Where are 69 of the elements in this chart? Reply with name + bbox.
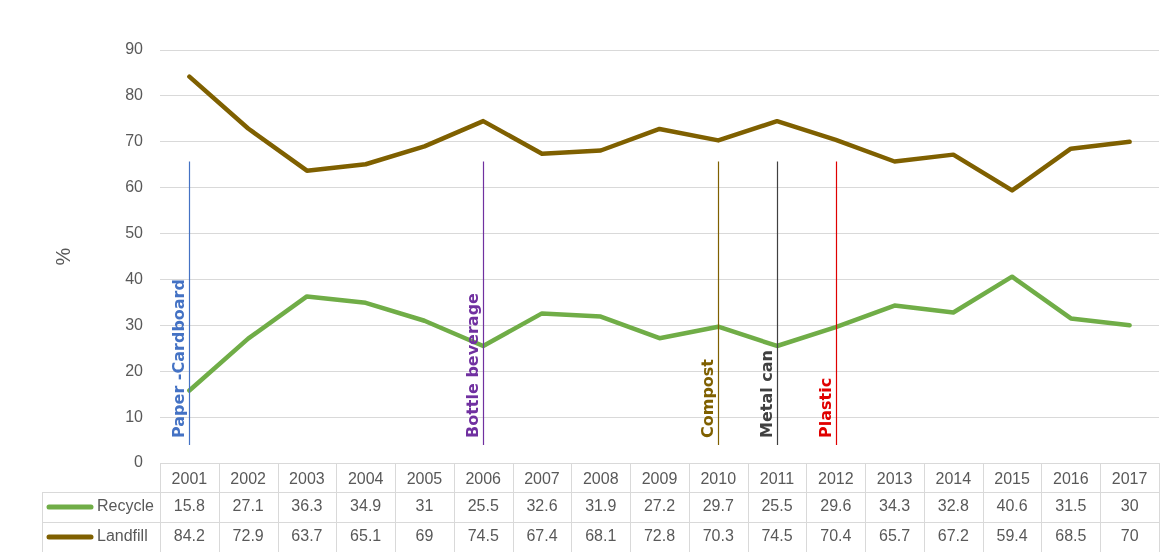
data-label: 32.8 [937, 497, 969, 515]
legend-label: Recycle [97, 497, 155, 515]
x-tick-label: 2016 [1053, 470, 1089, 488]
data-label: 67.2 [937, 527, 969, 545]
data-label: 40.6 [996, 497, 1028, 515]
data-label: 32.6 [526, 497, 558, 515]
data-label: 74.5 [467, 527, 499, 545]
data-label: 59.4 [996, 527, 1028, 545]
x-tick-label: 2017 [1111, 470, 1148, 488]
data-label: 30 [1120, 497, 1139, 515]
y-tick-label: 30 [125, 315, 144, 333]
data-label: 15.8 [173, 497, 206, 515]
x-tick-label: 2005 [406, 470, 443, 488]
data-label: 25.5 [467, 497, 499, 515]
data-label: 70.4 [820, 527, 852, 545]
data-label: 72.9 [232, 527, 264, 545]
ref-line-label: Bottle beverage [462, 292, 482, 438]
data-label: 34.9 [350, 497, 382, 515]
y-tick-label: 70 [125, 132, 144, 150]
data-label: 70.3 [702, 527, 734, 545]
x-tick-label: 2012 [818, 470, 854, 488]
x-tick-label: 2014 [935, 470, 972, 488]
data-label: 29.7 [702, 497, 734, 515]
data-label: 69 [415, 527, 434, 545]
data-label: 68.1 [585, 527, 617, 545]
x-tick-label: 2007 [524, 470, 560, 488]
data-label: 65.7 [878, 527, 911, 545]
y-tick-label: 80 [125, 86, 144, 104]
x-tick-label: 2009 [641, 470, 678, 488]
data-label: 68.5 [1055, 527, 1087, 545]
data-label: 31.5 [1055, 497, 1087, 515]
data-label: 74.5 [761, 527, 793, 545]
y-tick-label: 20 [125, 361, 144, 379]
data-label: 63.7 [291, 527, 323, 545]
y-tick-label: 0 [134, 453, 144, 471]
data-label: 29.6 [820, 497, 852, 515]
x-tick-label: 2006 [465, 470, 502, 488]
y-tick-label: 10 [125, 407, 144, 425]
x-tick-label: 2001 [171, 470, 208, 488]
ref-line-label: Paper -Cardboard [168, 279, 188, 438]
x-tick-label: 2003 [289, 470, 325, 488]
x-tick-label: 2002 [230, 470, 267, 488]
y-tick-label: 50 [125, 223, 144, 241]
x-tick-label: 2011 [759, 470, 795, 488]
data-label: 31 [415, 497, 434, 515]
x-tick-label: 2013 [876, 470, 913, 488]
data-label: 84.2 [173, 527, 206, 545]
data-label: 72.8 [643, 527, 676, 545]
x-tick-label: 2010 [700, 470, 737, 488]
ref-line-label: Compost [697, 358, 717, 438]
data-label: 65.1 [350, 527, 382, 545]
y-tick-label: 60 [125, 178, 144, 196]
data-label: 36.3 [291, 497, 323, 515]
ref-line-label: Plastic [815, 377, 835, 438]
data-label: 31.9 [585, 497, 617, 515]
x-tick-label: 2015 [994, 470, 1030, 488]
x-tick-label: 2008 [582, 470, 619, 488]
ref-line-label: Metal can [756, 350, 776, 438]
y-tick-label: 90 [125, 40, 144, 58]
data-label: 27.2 [643, 497, 676, 515]
data-label: 34.3 [878, 497, 911, 515]
data-label: 67.4 [526, 527, 558, 545]
data-label: 27.1 [232, 497, 264, 515]
x-tick-label: 2004 [347, 470, 384, 488]
data-label: 25.5 [761, 497, 793, 515]
y-tick-label: 40 [125, 269, 144, 287]
legend-label: Landfill [97, 527, 148, 545]
data-label: 70 [1120, 527, 1139, 545]
y-axis-title: % [51, 247, 74, 266]
